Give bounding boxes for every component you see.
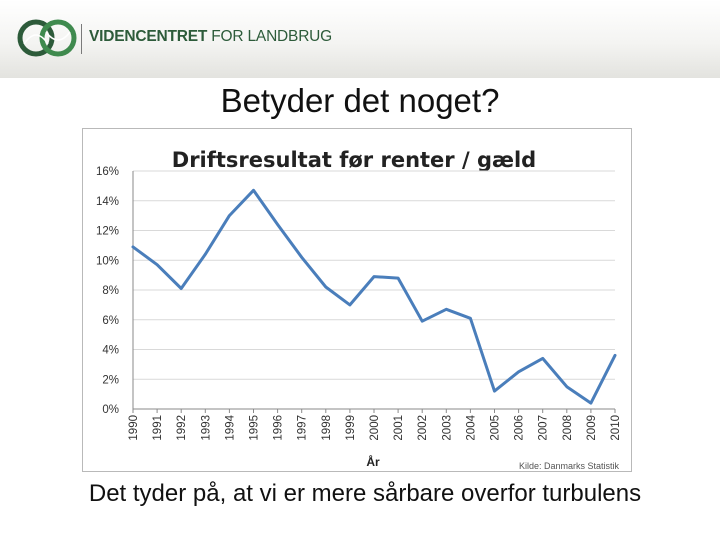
x-tick-label: 2003 — [441, 415, 453, 441]
y-tick-label: 0% — [102, 404, 119, 416]
y-tick-label: 10% — [96, 255, 119, 267]
x-tick-label: 2007 — [538, 415, 550, 441]
data-point — [589, 401, 593, 405]
x-tick-label: 1991 — [152, 415, 164, 441]
data-point — [613, 354, 617, 357]
x-tick-label: 1990 — [128, 415, 140, 441]
data-point — [541, 357, 544, 360]
logo-divider — [81, 24, 82, 54]
data-point — [372, 275, 376, 278]
x-tick-label: 1994 — [224, 414, 236, 440]
y-tick-label: 16% — [96, 166, 119, 178]
data-point — [204, 253, 207, 256]
series-layer — [131, 188, 617, 405]
x-tick-label: 1997 — [297, 415, 309, 441]
data-point — [131, 245, 135, 249]
data-point — [469, 317, 472, 320]
x-tick-label: 2002 — [417, 415, 429, 441]
y-tick-label: 14% — [96, 196, 119, 208]
x-tick-label: 1996 — [273, 415, 285, 441]
data-point — [445, 308, 448, 311]
gridlines — [133, 170, 615, 380]
chart-title: Driftsresultat før renter / gæld — [172, 148, 536, 172]
data-point — [421, 320, 424, 323]
data-point — [180, 287, 183, 290]
y-axis-ticks: 0% 2% 4% 6% 8% 10% 12% 14% 16% — [96, 166, 119, 416]
data-point — [155, 263, 159, 266]
data-point — [396, 276, 400, 280]
slide-caption: Det tyder på, at vi er mere sårbare over… — [88, 480, 642, 507]
x-tick-label: 2000 — [369, 415, 381, 441]
data-point — [324, 285, 327, 289]
data-point — [493, 389, 496, 393]
data-point — [517, 370, 520, 374]
x-tick-label: 1992 — [176, 415, 188, 441]
x-tick-label: 2001 — [393, 415, 405, 441]
brand-bold-text: VIDENCENTRET — [89, 28, 208, 45]
x-tick-label: 1999 — [345, 415, 357, 441]
line-chart: Driftsresultat før renter / gæld 0% 2% 4% 6… — [82, 128, 632, 472]
data-point — [252, 189, 255, 192]
brand-regular-text: FOR LANDBRUG — [211, 28, 333, 45]
x-tick-label: 1998 — [321, 415, 333, 441]
header-band: VIDENCENTRET FOR LANDBRUG — [0, 0, 720, 78]
x-axis-ticks: 1990 1991 1992 1993 1994 1995 1996 1997 1998 1999… — [128, 409, 622, 441]
x-tick-label: 2009 — [586, 415, 598, 441]
organization-seal-logo — [17, 19, 77, 57]
y-tick-label: 4% — [102, 345, 119, 357]
x-tick-label: 2004 — [465, 414, 477, 440]
y-tick-label: 6% — [102, 315, 119, 327]
x-tick-label: 1993 — [200, 415, 212, 441]
x-tick-label: 2010 — [610, 415, 622, 441]
y-tick-label: 12% — [96, 226, 119, 238]
data-point — [276, 223, 279, 226]
x-tick-label: 1995 — [249, 415, 261, 441]
y-tick-label: 8% — [102, 285, 119, 297]
x-tick-label: 2006 — [514, 415, 526, 441]
x-tick-label: 2008 — [562, 415, 574, 441]
data-point — [228, 214, 231, 217]
slide-title: Betyder det noget? — [220, 82, 500, 119]
data-point — [300, 256, 303, 259]
series-line — [131, 188, 617, 405]
x-tick-label: 2005 — [490, 415, 502, 441]
chart-canvas: Driftsresultat før renter / gæld 0% 2% 4% 6… — [96, 148, 622, 471]
brand-wordmark: VIDENCENTRET FOR LANDBRUG — [89, 28, 332, 46]
x-axis-label: År — [366, 454, 380, 469]
data-point — [348, 303, 352, 307]
y-tick-label: 2% — [102, 374, 119, 386]
data-point — [565, 385, 568, 388]
source-note: Kilde: Danmarks Statistik — [519, 461, 620, 471]
